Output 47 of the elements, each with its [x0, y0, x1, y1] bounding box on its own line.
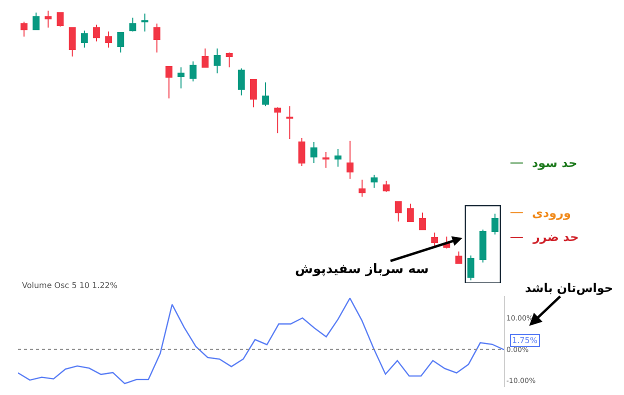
candlestick — [129, 17, 136, 32]
candlestick — [226, 52, 233, 68]
candlestick — [419, 212, 426, 230]
chart-title: Volume Osc 5 10 1.22% — [22, 281, 118, 290]
ref-line-label: حد ضرر — [532, 230, 579, 244]
candlestick — [238, 68, 245, 96]
candlestick — [141, 13, 148, 32]
candlestick — [117, 32, 124, 53]
candlestick — [370, 174, 378, 188]
ref-line-label: حد سود — [532, 156, 578, 170]
candlestick — [382, 180, 390, 192]
candlestick — [153, 23, 160, 53]
line-series — [18, 298, 504, 384]
candlestick — [479, 229, 486, 264]
candlestick — [250, 78, 257, 108]
candlestick — [190, 60, 197, 82]
candlestick — [178, 66, 184, 89]
candlestick — [455, 250, 462, 264]
candlestick — [310, 142, 318, 164]
candlestick — [334, 148, 342, 168]
annotation: سه سرباز سفیدپوش — [295, 262, 429, 277]
candlestick — [274, 106, 282, 134]
candlestick — [93, 24, 100, 42]
candlestick — [286, 106, 294, 140]
text: 1.75% — [512, 336, 538, 345]
ref-line-label: ورودی — [532, 206, 571, 220]
candlestick — [262, 82, 269, 107]
candlestick — [298, 137, 306, 166]
candlestick — [20, 21, 28, 38]
candlestick — [346, 140, 354, 180]
candlestick — [214, 48, 221, 74]
candlestick — [467, 255, 474, 281]
candlestick — [358, 179, 366, 198]
candlestick — [394, 201, 402, 222]
candlestick — [165, 66, 172, 99]
candlestick — [32, 12, 40, 30]
text: حواس‌تان باشد — [525, 281, 614, 295]
candlestick — [56, 12, 64, 28]
candlestick — [80, 30, 88, 48]
candlestick — [202, 48, 209, 68]
candlestick — [492, 213, 498, 235]
candlestick — [431, 232, 438, 248]
candlestick — [68, 27, 76, 58]
candlestick — [406, 203, 414, 222]
candlestick — [44, 10, 52, 28]
candlestick — [322, 151, 330, 168]
candlestick — [105, 30, 112, 48]
